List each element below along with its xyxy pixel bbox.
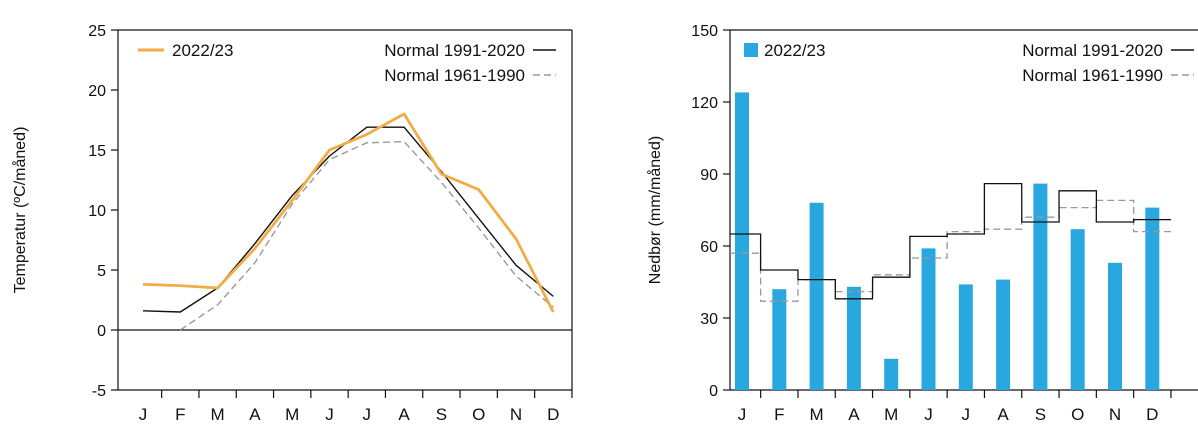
y-tick-label: 120 bbox=[691, 95, 718, 112]
series-step-3 bbox=[730, 200, 1171, 301]
bar bbox=[922, 248, 936, 390]
x-tick-label: M bbox=[285, 405, 299, 424]
series-step-2 bbox=[730, 184, 1171, 299]
x-tick-label: S bbox=[436, 405, 447, 424]
bar bbox=[996, 280, 1010, 390]
bar bbox=[1033, 184, 1047, 390]
y-tick-label: 5 bbox=[97, 263, 106, 280]
bar bbox=[884, 359, 898, 390]
bar bbox=[772, 289, 786, 390]
y-tick-label: 30 bbox=[700, 311, 718, 328]
y-tick-label: 60 bbox=[700, 239, 718, 256]
legend: 2022/23 Normal 1991-2020 Normal 1961-1990 bbox=[138, 41, 556, 85]
bar bbox=[735, 92, 749, 390]
y-tick-label: 10 bbox=[88, 203, 106, 220]
y-tick-label: 0 bbox=[97, 323, 106, 340]
series-line-1 bbox=[143, 114, 553, 312]
x-tick-label: J bbox=[363, 405, 372, 424]
bar bbox=[1108, 263, 1122, 390]
y-tick-label: 20 bbox=[88, 83, 106, 100]
x-tick-label: F bbox=[175, 405, 185, 424]
x-tick-label: O bbox=[472, 405, 485, 424]
legend-label-1: 2022/23 bbox=[764, 41, 825, 60]
bar bbox=[810, 203, 824, 390]
series-line-3 bbox=[180, 142, 553, 330]
y-tick-label: -5 bbox=[92, 383, 106, 400]
x-tick-label: A bbox=[398, 405, 410, 424]
legend-label-2: Normal 1991-2020 bbox=[384, 41, 525, 60]
bar bbox=[847, 287, 861, 390]
x-tick-label: A bbox=[249, 405, 261, 424]
x-tick-label: S bbox=[1035, 405, 1046, 424]
legend-swatch-1 bbox=[744, 43, 758, 57]
x-tick-label: M bbox=[810, 405, 824, 424]
bar bbox=[1071, 229, 1085, 390]
x-tick-label: J bbox=[962, 405, 971, 424]
x-tick-label: D bbox=[1146, 405, 1158, 424]
x-tick-label: A bbox=[997, 405, 1009, 424]
series-line-2 bbox=[143, 127, 553, 312]
legend-label-1: 2022/23 bbox=[172, 41, 233, 60]
y-axis-label: Nedbør (mm/måned) bbox=[646, 136, 664, 284]
x-tick-label: J bbox=[325, 405, 334, 424]
bar bbox=[959, 284, 973, 390]
x-tick-label: D bbox=[547, 405, 559, 424]
x-tick-label: M bbox=[211, 405, 225, 424]
legend-label-3: Normal 1961-1990 bbox=[384, 66, 525, 85]
y-tick-label: 15 bbox=[88, 143, 106, 160]
x-tick-label: J bbox=[738, 405, 747, 424]
x-tick-label: O bbox=[1071, 405, 1084, 424]
bar bbox=[1145, 208, 1159, 390]
y-tick-label: 0 bbox=[709, 383, 718, 400]
y-tick-label: 150 bbox=[691, 23, 718, 40]
legend-label-3: Normal 1961-1990 bbox=[1022, 66, 1163, 85]
x-tick-label: A bbox=[848, 405, 860, 424]
chart-1: -5 0 5 10 15 20 25 J F M A M J J A S O N D Temperatur (ºC/m… bbox=[11, 23, 572, 424]
legend: 2022/23 Normal 1991-2020 Normal 1961-1990 bbox=[744, 41, 1194, 85]
y-tick-label: 25 bbox=[88, 23, 106, 40]
x-tick-label: J bbox=[139, 405, 148, 424]
x-tick-label: M bbox=[884, 405, 898, 424]
x-tick-label: N bbox=[510, 405, 522, 424]
chart-2: 0 30 60 90 120 150 J F M A M J J A S O N D Nedbør (mm/måne… bbox=[646, 23, 1198, 424]
legend-label-2: Normal 1991-2020 bbox=[1022, 41, 1163, 60]
x-tick-label: J bbox=[924, 405, 933, 424]
x-tick-label: N bbox=[1109, 405, 1121, 424]
x-tick-label: F bbox=[774, 405, 784, 424]
y-tick-label: 90 bbox=[700, 167, 718, 184]
y-axis-label: Temperatur (ºC/måned) bbox=[11, 127, 29, 294]
